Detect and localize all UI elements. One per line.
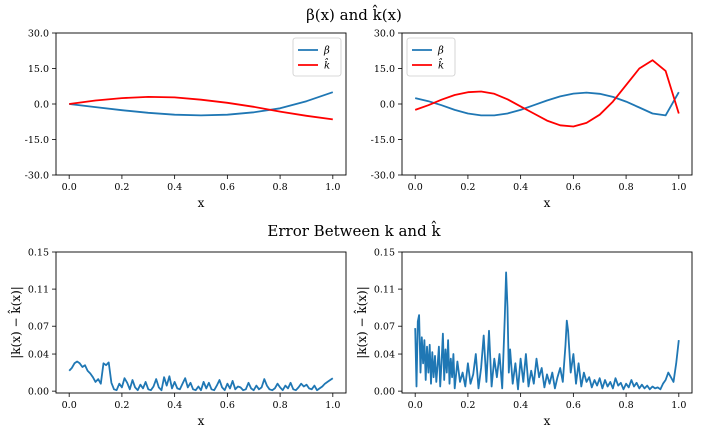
- chart-bottom-left: 0.0 0.2 0.4 0.6 0.8 1.0 0.00 0.04 0.07 0.11 0.15 x |…: [6, 248, 347, 428]
- x-tick-label: 1.0: [325, 400, 340, 411]
- series-line-bottom-left-0: [68, 360, 334, 392]
- x-tick-label: 0.8: [619, 400, 634, 411]
- y-tick-label: -15.0: [371, 135, 395, 146]
- x-tick-label: 0.4: [167, 400, 182, 411]
- legend-label: β: [323, 46, 330, 57]
- x-axis-label: x: [544, 196, 551, 210]
- legend-box: [406, 37, 456, 77]
- x-tick-label: 0.6: [220, 182, 235, 193]
- y-tick-label: -15.0: [25, 135, 49, 146]
- y-tick-label: 0.15: [374, 248, 395, 259]
- y-tick-label: 0.0: [34, 100, 49, 111]
- x-tick-label: 0.0: [62, 182, 77, 193]
- x-tick-label: 0.2: [460, 400, 475, 411]
- x-tick-label: 0.2: [114, 400, 129, 411]
- y-tick-label: 0.07: [28, 322, 49, 333]
- legend-box: [292, 37, 342, 77]
- y-tick-label: -30.0: [25, 171, 49, 182]
- x-tick-label: 0.4: [513, 400, 528, 411]
- chart-bottom-right: 0.0 0.2 0.4 0.6 0.8 1.0 0.00 0.04 0.07 0.11 0.15 x |…: [352, 248, 693, 428]
- y-tick-label: 0.11: [28, 285, 49, 296]
- y-tick-label: 15.0: [28, 64, 49, 75]
- y-tick-label: 0.04: [374, 350, 395, 361]
- x-tick-label: 0.6: [566, 182, 581, 193]
- bottom-row-title: Error Between k and k̂: [267, 221, 441, 240]
- x-tick-label: 1.0: [325, 182, 340, 193]
- x-tick-label: 0.2: [114, 182, 129, 193]
- chart-top-right: 0.0 0.2 0.4 0.6 0.8 1.0 -30.0 -15.0 0.0 15.0 30.0 x…: [371, 29, 693, 210]
- axes-frame: [401, 251, 693, 394]
- y-axis-label: |k(x) − k̂(x)|: [6, 286, 23, 359]
- y-tick-label: 0.00: [28, 387, 49, 398]
- x-tick-label: 1.0: [671, 182, 686, 193]
- legend-label: k̂: [324, 58, 330, 71]
- legend-label: β: [437, 46, 444, 57]
- series-line-top-left-1: [69, 96, 333, 121]
- x-tick-label: 0.0: [408, 400, 423, 411]
- y-tick-label: 30.0: [374, 29, 395, 40]
- y-tick-label: 0.07: [374, 322, 395, 333]
- x-axis-label: x: [198, 196, 205, 210]
- y-tick-label: 0.04: [28, 350, 49, 361]
- y-tick-label: 0.15: [28, 248, 49, 259]
- x-tick-label: 0.4: [167, 182, 182, 193]
- series-line-top-left-0: [69, 91, 334, 117]
- y-tick-label: -30.0: [371, 171, 395, 182]
- x-tick-label: 0.8: [273, 400, 288, 411]
- y-tick-label: 0.11: [374, 285, 395, 296]
- y-axis-label: |k(x) − k̂(x)|: [352, 286, 369, 359]
- x-tick-label: 0.0: [408, 182, 423, 193]
- x-axis-label: x: [198, 414, 205, 428]
- x-tick-label: 0.0: [62, 400, 77, 411]
- x-tick-label: 0.8: [273, 182, 288, 193]
- x-tick-label: 0.6: [220, 400, 235, 411]
- x-tick-label: 1.0: [671, 400, 686, 411]
- axes-frame: [55, 251, 347, 394]
- x-tick-label: 0.2: [460, 182, 475, 193]
- legend-label: k̂: [438, 58, 444, 71]
- top-row-title: β(x) and k̂(x): [306, 5, 402, 24]
- y-tick-label: 30.0: [28, 29, 49, 40]
- series-line-top-right-0: [414, 91, 680, 117]
- x-tick-label: 0.8: [619, 182, 634, 193]
- y-tick-label: 15.0: [374, 64, 395, 75]
- x-tick-label: 0.6: [566, 400, 581, 411]
- x-axis-label: x: [544, 414, 551, 428]
- y-tick-label: 0.0: [380, 100, 395, 111]
- chart-top-left: 0.0 0.2 0.4 0.6 0.8 1.0 -30.0 -15.0 0.0 15.0 30.0 x…: [25, 29, 347, 210]
- series-line-top-right-1: [414, 59, 680, 128]
- x-tick-label: 0.4: [513, 182, 528, 193]
- series-line-bottom-right-0: [414, 271, 680, 391]
- y-tick-label: 0.00: [374, 387, 395, 398]
